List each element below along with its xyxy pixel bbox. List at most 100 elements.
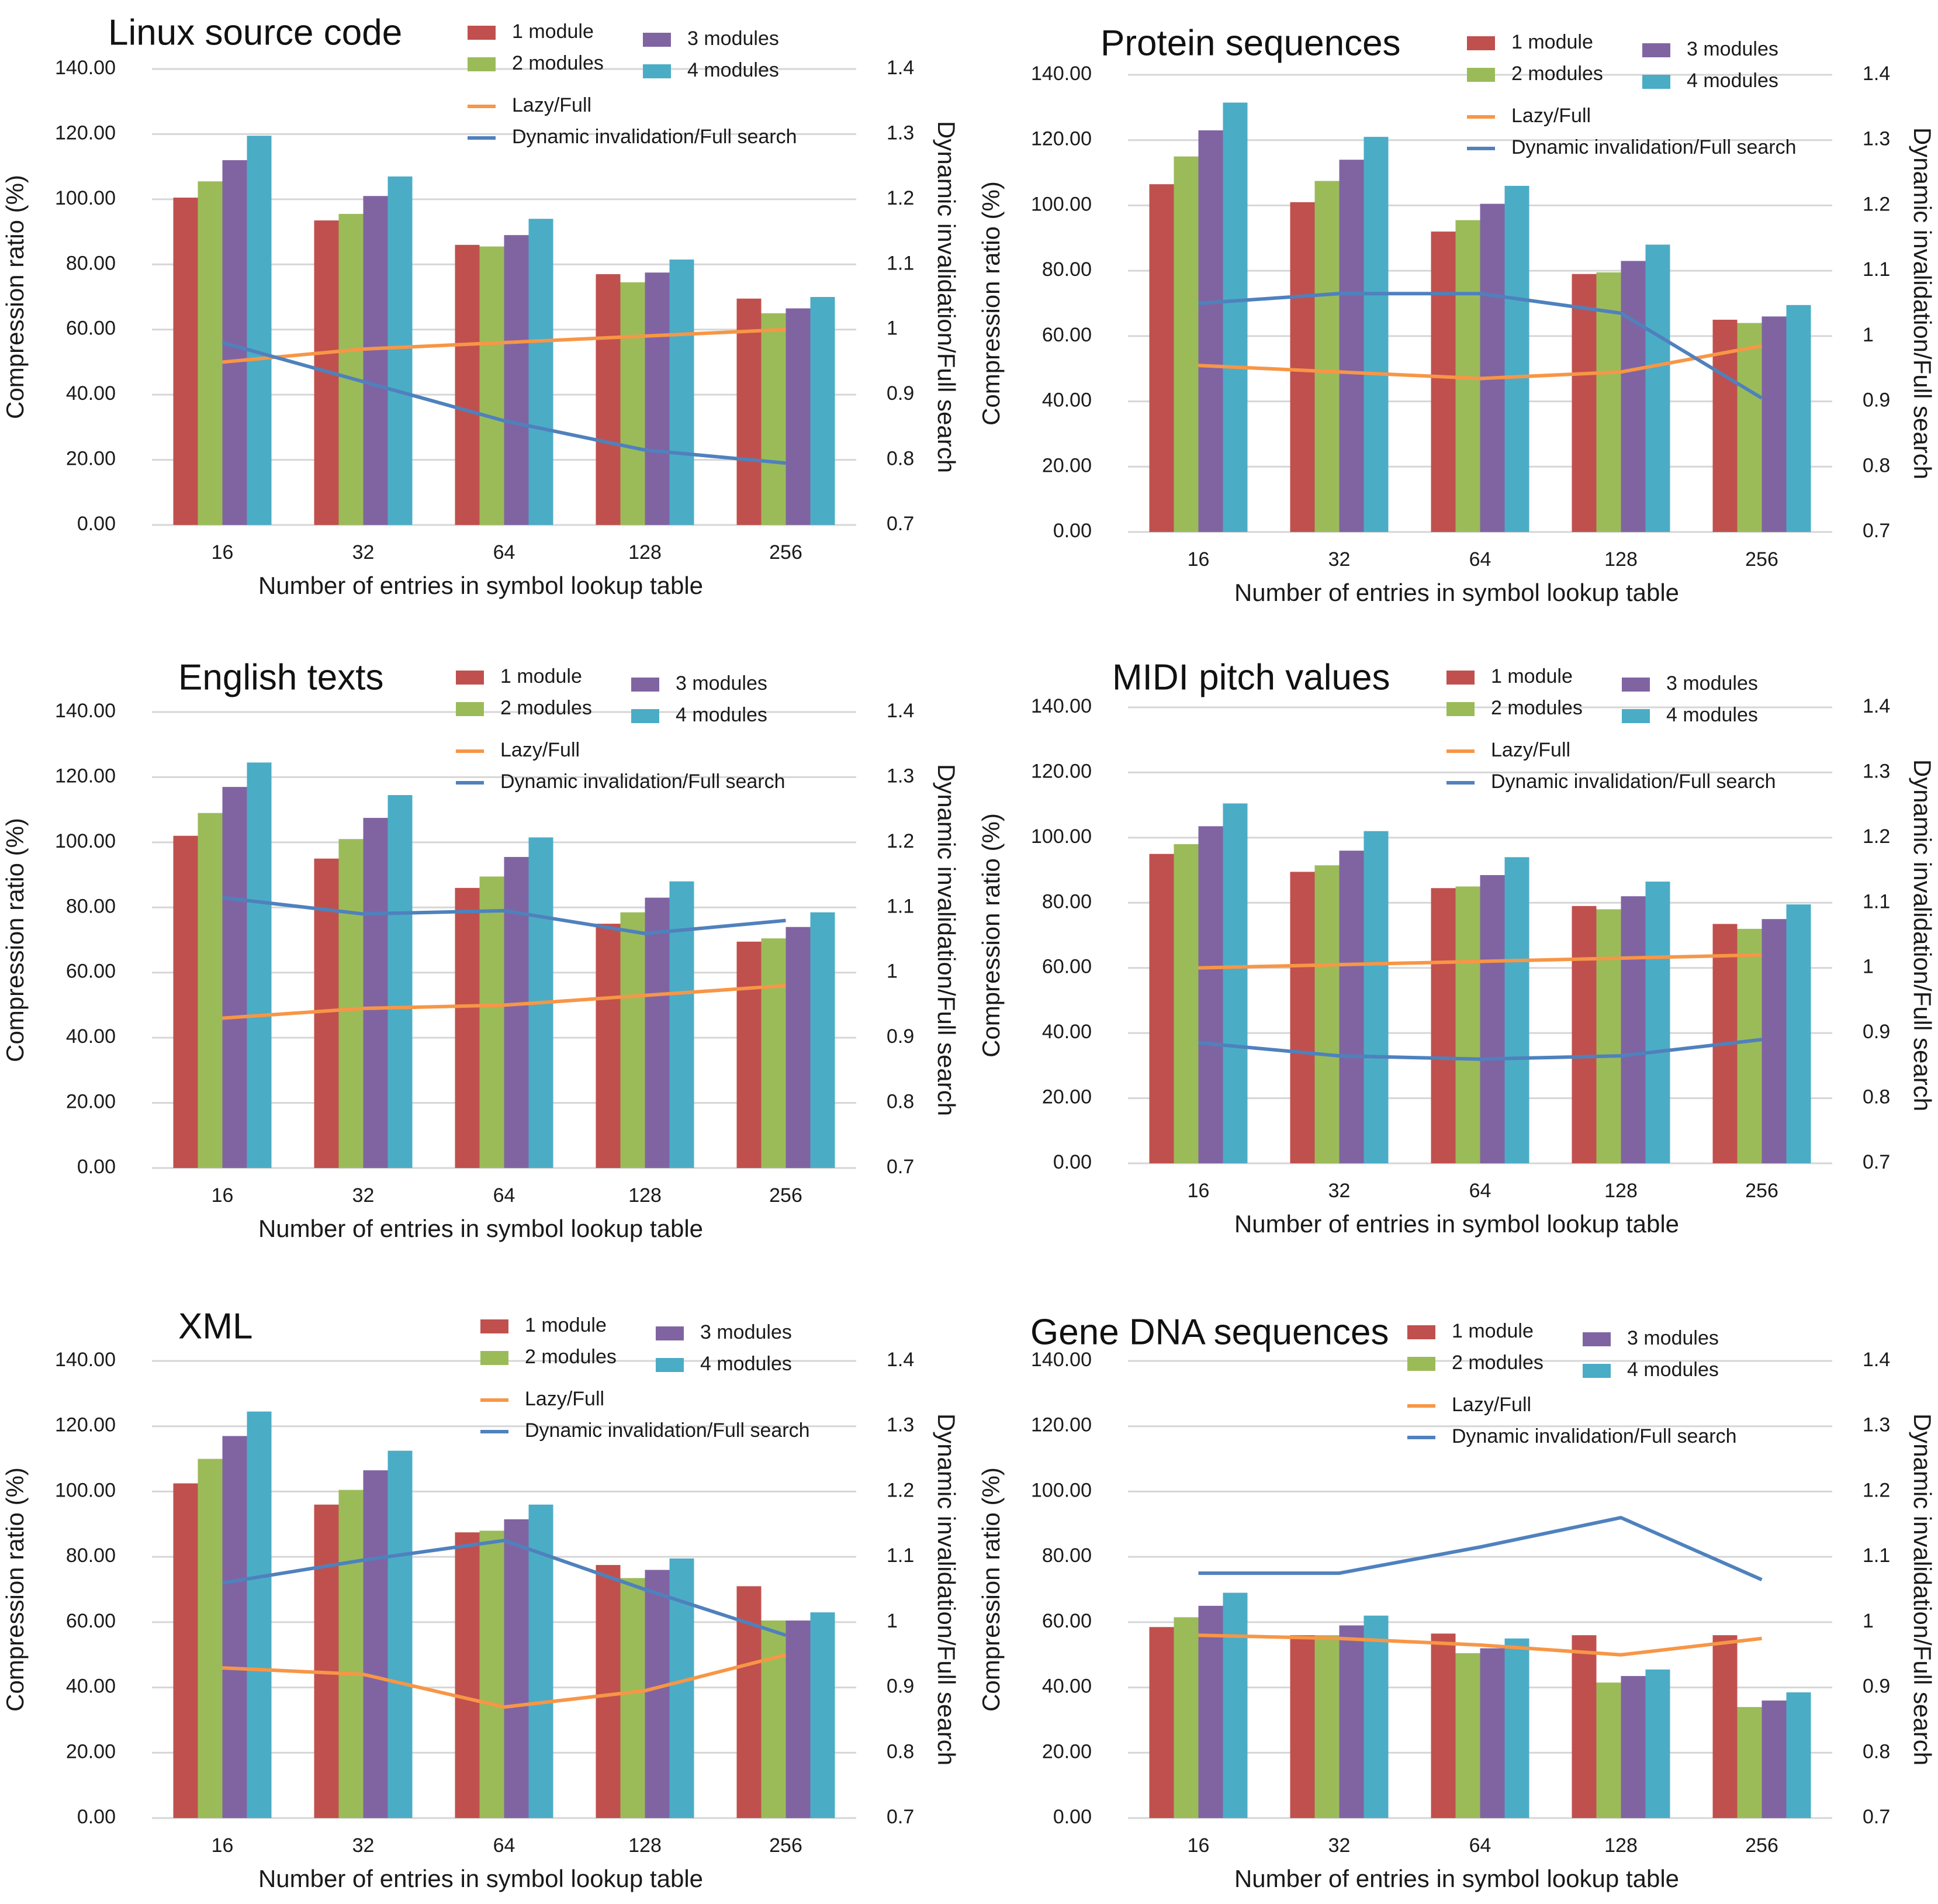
bar-4-modules-16 [1223, 803, 1248, 1163]
bar-3-modules-64 [1480, 203, 1505, 532]
line-series-dynamic-invalidation [222, 1539, 787, 1637]
bar-4-modules-128 [669, 259, 694, 525]
y2-tick-label: 1.3 [1863, 760, 1890, 782]
x-tick-label: 32 [352, 541, 375, 564]
bar-3-modules-64 [504, 235, 529, 525]
bar-4-modules-16 [1223, 1592, 1248, 1818]
bar-1-module-256 [736, 941, 762, 1168]
bar-2-modules-32 [338, 839, 364, 1168]
chart-panel-3: MIDI pitch values 0.00 20.00 40.00 60.00 80.0… [977, 657, 1936, 1238]
bar-3-modules-32 [363, 196, 388, 525]
y-tick-label: 140.00 [55, 700, 116, 722]
bar-4-modules-128 [1645, 882, 1670, 1163]
y-tick-label: 100.00 [55, 830, 116, 852]
legend-swatch-4-modules [631, 709, 659, 723]
x-tick-label: 64 [1469, 548, 1491, 571]
bar-2-modules-32 [338, 1490, 364, 1818]
bar-2-modules-16 [1174, 844, 1199, 1163]
y-tick-label: 120.00 [1031, 760, 1092, 782]
y-tick-label: 80.00 [1042, 258, 1092, 281]
legend-label: 2 modules [1491, 697, 1583, 719]
x-tick-label: 128 [1604, 548, 1638, 571]
x-tick-label: 16 [212, 541, 234, 564]
x-tick-label: 128 [1604, 1834, 1638, 1857]
legend-swatch-3-modules [656, 1326, 684, 1340]
x-axis-label: Number of entries in symbol lookup table [1234, 1865, 1679, 1892]
bar-1-module-128 [1572, 1635, 1597, 1818]
legend-label: Dynamic invalidation/Full search [1491, 770, 1776, 793]
y2-tick-label: 1.3 [887, 122, 914, 144]
line-series-dynamic-invalidation [1198, 1038, 1762, 1061]
x-tick-label: 64 [493, 1834, 515, 1857]
bar-3-modules-64 [504, 856, 529, 1168]
legend-label: 1 module [1511, 31, 1593, 53]
legend-swatch-4-modules [656, 1358, 684, 1372]
bar-3-modules-64 [1480, 1648, 1505, 1818]
bar-3-modules-32 [363, 1470, 388, 1818]
bar-3-modules-16 [222, 1436, 247, 1818]
y-tick-label: 0.00 [1053, 1151, 1092, 1173]
chart-panel-2: English texts 0.00 20.00 40.00 60.00 80.00 100… [1, 657, 960, 1242]
y-axis-label: Compression ratio (%) [1, 175, 29, 419]
legend-swatch-1-module [1407, 1325, 1435, 1339]
x-tick-label: 16 [212, 1184, 234, 1207]
bar-2-modules-256 [761, 938, 786, 1168]
legend: 1 module 2 modules 3 modules 4 modules Lazy/… [456, 665, 785, 793]
legend-swatch-4-modules [1583, 1364, 1611, 1378]
bar-1-module-256 [1712, 1635, 1738, 1818]
y-tick-label: 100.00 [1031, 825, 1092, 848]
x-tick-label: 32 [1328, 548, 1351, 571]
bar-2-modules-128 [620, 1578, 645, 1818]
bar-3-modules-128 [645, 1570, 670, 1818]
y-tick-label: 40.00 [66, 382, 116, 405]
legend-label: 3 modules [1627, 1327, 1719, 1349]
bar-3-modules-256 [1761, 919, 1787, 1163]
legend-swatch-2-modules [1407, 1357, 1435, 1371]
y-tick-label: 20.00 [1042, 454, 1092, 476]
y2-tick-label: 0.7 [1863, 1806, 1890, 1828]
bar-4-modules-64 [1504, 857, 1529, 1163]
y2-tick-label: 1.3 [1863, 1414, 1890, 1436]
y2-tick-label: 1.1 [1863, 1544, 1890, 1567]
bar-1-module-32 [1290, 872, 1315, 1163]
bar-2-modules-32 [1314, 181, 1340, 532]
x-tick-label: 128 [628, 541, 662, 564]
x-tick-label: 256 [1745, 548, 1778, 571]
y-tick-label: 40.00 [1042, 389, 1092, 412]
legend-label: Dynamic invalidation/Full search [1452, 1425, 1737, 1447]
bar-2-modules-256 [1737, 1707, 1762, 1818]
y2-tick-label: 0.9 [887, 382, 914, 405]
x-tick-label: 32 [352, 1834, 375, 1857]
y-tick-label: 20.00 [1042, 1740, 1092, 1763]
legend-label: 1 module [1452, 1320, 1534, 1342]
legend-label: 1 module [1491, 665, 1573, 687]
y-axis-label: Compression ratio (%) [977, 181, 1005, 426]
bar-3-modules-256 [1761, 1700, 1787, 1818]
bar-3-modules-128 [645, 897, 670, 1168]
line-series-lazy-full [1198, 344, 1763, 381]
legend-label: 1 module [500, 665, 582, 687]
y-tick-label: 140.00 [1031, 1349, 1092, 1371]
y-tick-label: 140.00 [1031, 695, 1092, 717]
legend-swatch-4-modules [643, 64, 671, 78]
bar-4-modules-64 [1504, 185, 1529, 532]
bar-2-modules-16 [198, 813, 223, 1168]
y2-axis-label: Dynamic invalidation/Full search [933, 1414, 960, 1765]
bar-1-module-128 [596, 1565, 621, 1818]
y2-tick-label: 0.7 [887, 513, 914, 535]
x-tick-label: 32 [352, 1184, 375, 1207]
legend-swatch-1-module [468, 26, 496, 40]
bar-2-modules-16 [1174, 156, 1199, 533]
bar-1-module-64 [455, 244, 480, 525]
legend-swatch-4-modules [1622, 709, 1650, 723]
x-tick-label: 128 [628, 1184, 662, 1207]
x-tick-label: 256 [769, 541, 802, 564]
legend-label: 2 modules [500, 697, 592, 719]
bar-2-modules-16 [198, 1459, 223, 1818]
bar-3-modules-32 [1339, 1625, 1364, 1818]
x-tick-label: 16 [1188, 1180, 1210, 1202]
legend-swatch-1-module [456, 671, 484, 685]
legend-label: 2 modules [1511, 63, 1603, 85]
y2-tick-label: 1.4 [1863, 1349, 1890, 1371]
legend-label: 2 modules [512, 52, 604, 74]
